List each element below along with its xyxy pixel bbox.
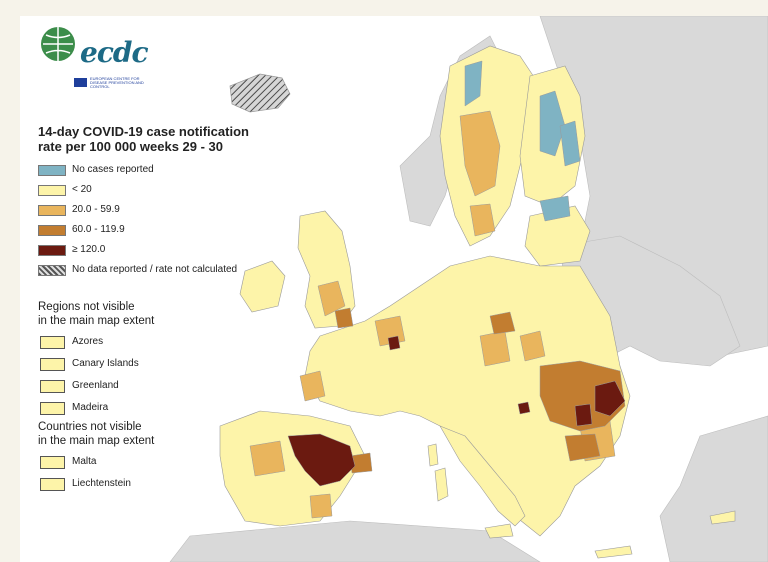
legend-swatch: [38, 265, 66, 276]
country-label: Malta: [72, 456, 97, 467]
romania-hotspot-2: [574, 403, 593, 427]
corsica: [427, 443, 439, 467]
luxembourg-area: [387, 335, 401, 351]
region-item: Greenland: [38, 376, 268, 398]
sicily: [484, 523, 514, 539]
baltics: [524, 205, 591, 267]
region-label: Canary Islands: [72, 358, 139, 369]
legend-item: 60.0 - 119.9: [38, 222, 268, 240]
europe-map: [169, 16, 768, 562]
region-label: Greenland: [72, 380, 119, 391]
legend-swatch: [38, 245, 66, 256]
cyprus: [709, 510, 736, 525]
ireland: [239, 260, 286, 313]
eu-flag-icon: [74, 78, 87, 87]
ecdc-logo: ecdc EUROPEAN CENTRE FOR DISEASE PREVENT…: [36, 20, 148, 100]
region-label: Azores: [72, 336, 104, 347]
map-frame: ecdc EUROPEAN CENTRE FOR DISEASE PREVENT…: [20, 16, 768, 562]
region-item: Madeira: [38, 398, 268, 420]
regions-section-title: Regions not visible in the main map exte…: [38, 301, 155, 327]
turkey-region: [659, 415, 768, 562]
country-item: Liechtenstein: [38, 474, 268, 496]
no-cases-regions: [464, 60, 581, 222]
region-label: Madeira: [72, 402, 109, 413]
romania-hotspot-1: [594, 380, 626, 417]
serbia-area: [517, 401, 531, 415]
legend-item: 20.0 - 59.9: [38, 202, 268, 220]
country-item: Malta: [38, 452, 268, 474]
legend-label: No cases reported: [72, 164, 154, 175]
region-item: Canary Islands: [38, 354, 268, 376]
logo-wordmark: ecdc: [80, 36, 148, 69]
logo-subtitle: EUROPEAN CENTRE FOR DISEASE PREVENTION A…: [90, 76, 144, 90]
legend-label: No data reported / rate not calculated: [72, 264, 238, 275]
region-inset-box: [40, 402, 65, 415]
legend-item: No data reported / rate not calculated: [38, 262, 268, 280]
region-item: Azores: [38, 332, 268, 354]
legend-swatch: [38, 205, 66, 216]
crete: [594, 545, 633, 559]
globe-icon: [41, 27, 75, 61]
legend-item: < 20: [38, 182, 268, 200]
country-inset-box: [40, 478, 65, 491]
countries-section-title: Countries not visible in the main map ex…: [38, 421, 155, 447]
legend-swatch: [38, 185, 66, 196]
iceland: [229, 73, 291, 113]
non-eu-land: [169, 16, 768, 562]
legend-label: 60.0 - 119.9: [72, 224, 125, 235]
rate-120-plus-regions: [287, 335, 626, 487]
country-inset-box: [40, 456, 65, 469]
legend-title: 14-day COVID-19 case notification rate p…: [38, 124, 249, 154]
italy: [439, 425, 526, 527]
region-inset-box: [40, 336, 65, 349]
legend-item: No cases reported: [38, 162, 268, 180]
legend-item: ≥ 120.0: [38, 242, 268, 260]
catalonia-aragon: [287, 433, 356, 487]
legend-swatch: [38, 165, 66, 176]
legend-label: 20.0 - 59.9: [72, 204, 120, 215]
legend-swatch: [38, 225, 66, 236]
north-africa: [169, 520, 541, 562]
legend-label: ≥ 120.0: [72, 244, 106, 255]
region-inset-box: [40, 380, 65, 393]
rate-20-60-regions: [249, 110, 616, 519]
sardinia: [434, 467, 449, 502]
country-label: Liechtenstein: [72, 478, 131, 489]
region-inset-box: [40, 358, 65, 371]
legend-label: < 20: [72, 184, 92, 195]
map-legend: 14-day COVID-19 case notification rate p…: [38, 124, 268, 496]
